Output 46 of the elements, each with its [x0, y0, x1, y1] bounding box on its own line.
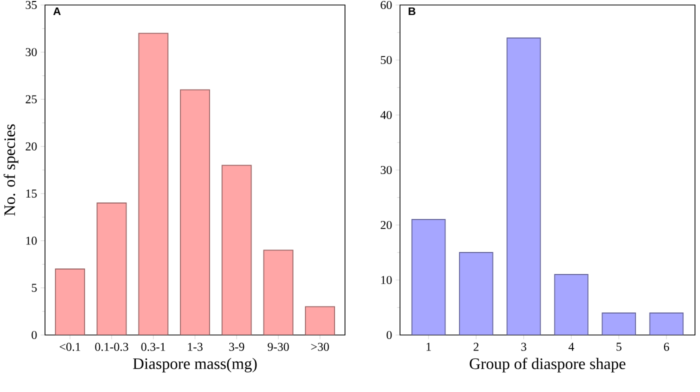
x-tick-label: 1-3: [188, 342, 203, 351]
y-tick-label: 35: [26, 0, 37, 10]
x-tick-label: 9-30: [268, 342, 289, 351]
x-axis-title: Diaspore mass(mg): [133, 358, 257, 372]
bar: [554, 274, 588, 335]
x-tick-label: 5: [616, 342, 622, 351]
chart-title: B: [408, 8, 416, 16]
bar: [459, 252, 493, 335]
x-tick-label: 2: [474, 342, 478, 351]
x-tick-label: 1: [426, 342, 431, 351]
x-axis-title: Group of diaspore shape: [470, 358, 626, 372]
y-tick-label: 20: [380, 220, 392, 230]
y-tick-label: 0: [32, 330, 37, 340]
x-tick-label: <0.1: [60, 342, 80, 351]
y-tick-label: 30: [380, 166, 392, 174]
y-tick-label: 25: [26, 95, 37, 104]
x-tick-label: 3-9: [229, 342, 244, 351]
x-tick-label: >30: [311, 342, 329, 351]
bar: [649, 312, 684, 335]
y-tick-label: 50: [380, 56, 392, 64]
y-tick-label: 40: [380, 110, 392, 120]
bar: [304, 306, 336, 335]
y-tick-label: 15: [26, 190, 37, 198]
x-tick-label: 3: [521, 342, 526, 351]
x-tick-label: 6: [664, 342, 670, 351]
bar: [222, 165, 252, 335]
chart-title: A: [53, 7, 61, 16]
bar: [507, 38, 540, 335]
y-tick-label: 60: [380, 0, 392, 10]
bar: [602, 313, 636, 335]
bar: [412, 220, 446, 335]
bar: [97, 203, 126, 335]
y-axis-title: No. of species: [4, 124, 18, 216]
bar: [180, 90, 210, 335]
y-tick-label: 5: [32, 284, 37, 292]
y-tick-label: 10: [26, 236, 37, 245]
y-tick-label: 0: [386, 330, 392, 340]
bar: [264, 250, 293, 335]
y-tick-label: 30: [26, 48, 37, 56]
bar: [138, 33, 168, 335]
y-tick-label: 10: [381, 276, 392, 284]
y-tick-label: 20: [26, 142, 37, 150]
x-tick-label: 0.1-0.3: [95, 342, 128, 351]
x-tick-label: 0.3-1: [141, 342, 166, 351]
bar: [55, 269, 85, 335]
x-tick-label: 4: [568, 342, 574, 351]
